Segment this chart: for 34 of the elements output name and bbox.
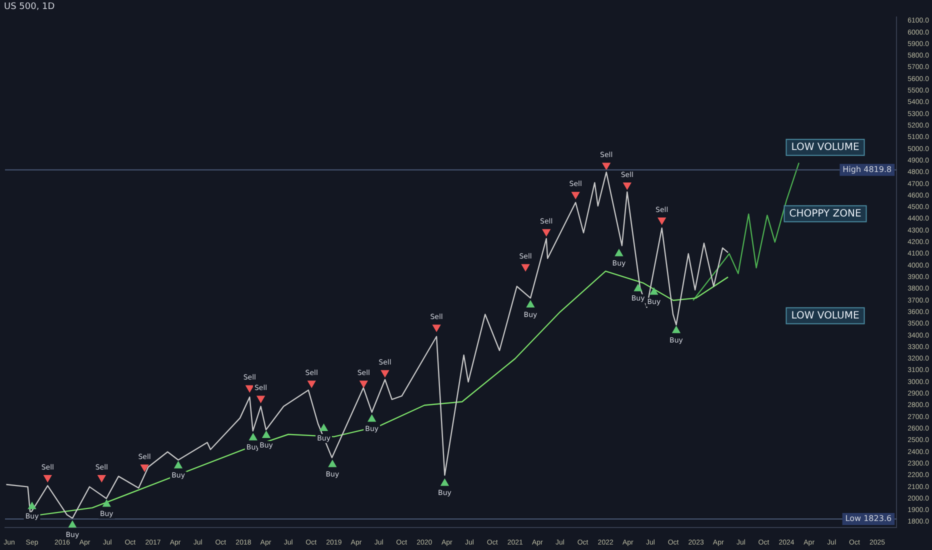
point	[360, 380, 368, 388]
point	[381, 370, 389, 378]
point	[68, 520, 76, 528]
point	[542, 229, 550, 236]
point	[256, 396, 265, 403]
point	[522, 264, 530, 272]
point	[328, 460, 336, 468]
point	[249, 433, 258, 440]
point	[572, 192, 580, 199]
point	[602, 162, 610, 170]
point	[28, 502, 36, 510]
point	[440, 478, 449, 486]
point	[658, 217, 666, 224]
point	[174, 461, 182, 468]
point	[672, 326, 680, 334]
point	[623, 182, 632, 190]
annotation: LOW VOLUME	[791, 142, 860, 153]
point	[102, 500, 111, 507]
chart-title: US 500, 1D	[4, 2, 55, 12]
point	[320, 424, 328, 432]
point	[308, 380, 316, 388]
annotation: CHOPPY ZONE	[789, 208, 862, 220]
point	[44, 474, 52, 482]
point	[526, 300, 534, 308]
point	[246, 385, 254, 392]
ref-line-label: Low 1823.6	[845, 514, 892, 524]
annotation: LOW VOLUME	[791, 310, 860, 322]
point	[650, 288, 658, 295]
point	[634, 284, 642, 292]
ref-line-label: High 4819.8	[842, 164, 892, 174]
point	[368, 414, 376, 422]
point	[262, 431, 270, 438]
point	[98, 474, 106, 482]
point	[432, 324, 441, 332]
